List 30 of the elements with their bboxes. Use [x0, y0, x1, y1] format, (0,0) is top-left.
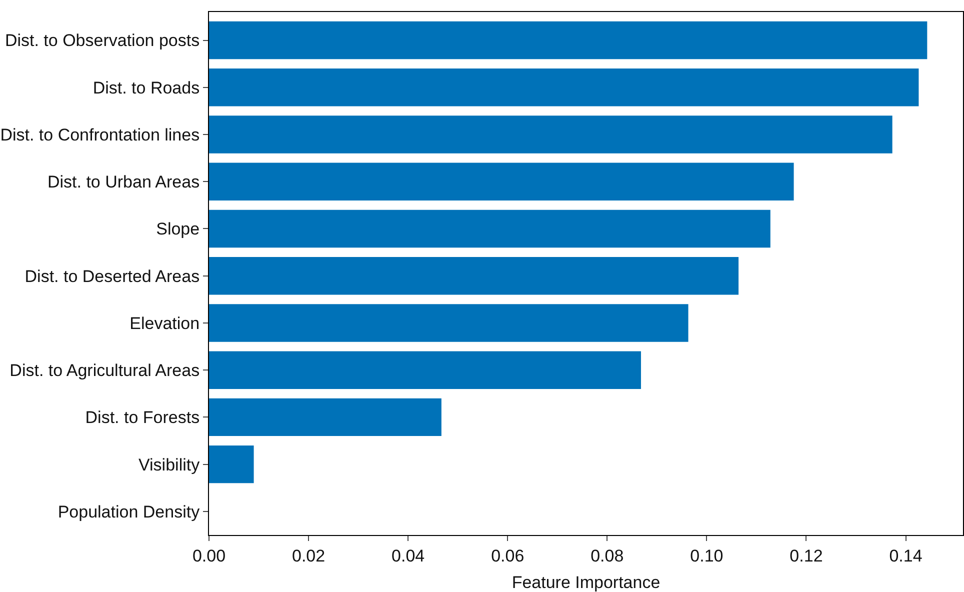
- y-tick-label: Elevation: [130, 314, 200, 333]
- x-tick-label: 0.12: [790, 546, 823, 566]
- bar: [209, 116, 892, 154]
- y-tick-label: Dist. to Observation posts: [4, 31, 200, 50]
- x-tick-label: 0.14: [889, 546, 922, 566]
- y-tick-label: Slope: [156, 220, 200, 239]
- bar: [209, 210, 770, 248]
- y-tick-label: Dist. to Agricultural Areas: [10, 361, 200, 380]
- x-tick-label: 0.08: [590, 546, 624, 566]
- bar: [209, 257, 739, 295]
- y-tick-label: Visibility: [138, 455, 200, 474]
- x-tick-label: 0.00: [192, 546, 226, 566]
- x-tick-label: 0.10: [690, 546, 724, 566]
- bar: [209, 351, 641, 389]
- y-tick-label: Dist. to Roads: [92, 78, 200, 98]
- bar: [209, 445, 254, 484]
- y-tick-label: Dist. to Confrontation lines: [0, 125, 200, 144]
- x-tick-label: 0.06: [491, 546, 524, 566]
- y-tick-label: Dist. to Forests: [85, 408, 200, 428]
- bar: [209, 398, 442, 436]
- x-axis-title: Feature Importance: [512, 573, 660, 592]
- y-tick-label: Population Density: [58, 502, 200, 522]
- bar: [209, 21, 928, 60]
- x-tick-label: 0.02: [292, 546, 326, 566]
- bar: [209, 304, 688, 342]
- y-tick-label: Dist. to Urban Areas: [47, 172, 200, 192]
- bar: [209, 68, 919, 106]
- y-tick-label: Dist. to Deserted Areas: [24, 266, 200, 286]
- x-tick-label: 0.04: [392, 546, 425, 566]
- bar: [209, 162, 794, 200]
